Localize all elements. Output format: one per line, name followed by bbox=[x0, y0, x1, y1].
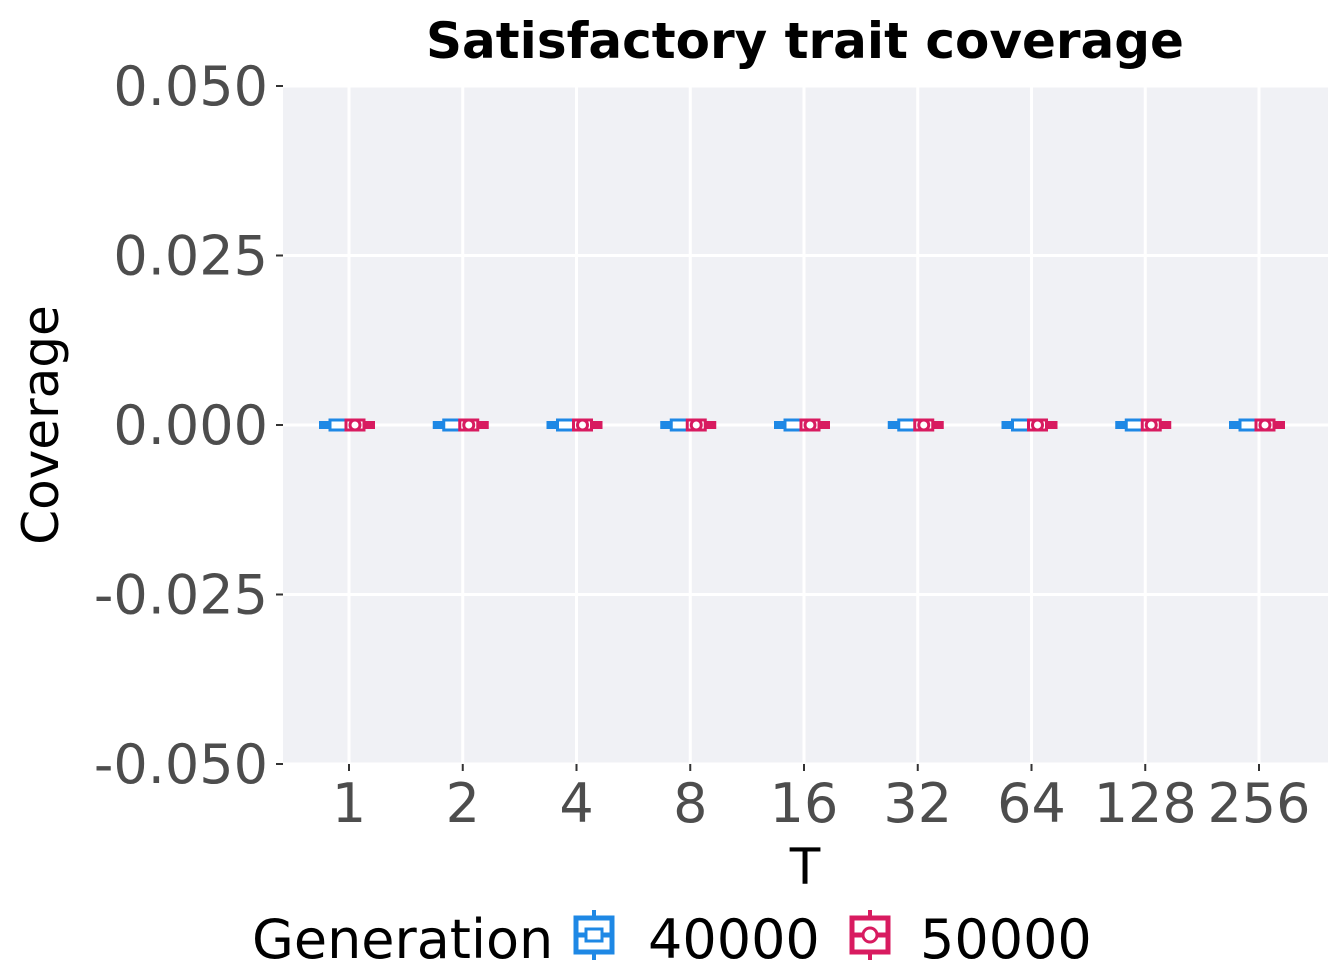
x-axis-title: T bbox=[789, 838, 821, 896]
legend-title: Generation bbox=[252, 908, 553, 960]
box-50000-4 bbox=[572, 418, 603, 432]
box-50000-64 bbox=[1027, 418, 1058, 432]
y-tick-label: 0.000 bbox=[113, 394, 268, 457]
legend-key-50000 bbox=[848, 910, 892, 960]
mean-point bbox=[1031, 418, 1044, 432]
chart-title: Satisfactory trait coverage bbox=[426, 12, 1184, 70]
legend-key-inner bbox=[584, 927, 604, 943]
x-axis: 1 2 4 8 16 32 64 128 256 bbox=[332, 764, 1311, 835]
y-tick-label: 0.050 bbox=[113, 55, 268, 118]
mean-point bbox=[803, 418, 817, 432]
box-50000-256 bbox=[1254, 418, 1285, 432]
x-tick-label: 1 bbox=[332, 772, 366, 835]
mean-point bbox=[1258, 418, 1272, 432]
box-50000-128 bbox=[1140, 418, 1172, 432]
y-axis-title: Coverage bbox=[12, 305, 70, 545]
legend: Generation 40000 50000 bbox=[252, 908, 1092, 960]
x-tick-label: 8 bbox=[673, 772, 707, 835]
mean-point bbox=[462, 418, 476, 432]
x-tick-label: 4 bbox=[559, 772, 593, 835]
x-tick-label: 16 bbox=[770, 772, 839, 835]
legend-key-mean bbox=[861, 926, 879, 944]
y-axis: -0.050 -0.025 0.000 0.025 0.050 bbox=[94, 55, 283, 796]
box-50000-8 bbox=[685, 418, 717, 432]
box-50000-16 bbox=[799, 418, 830, 432]
legend-label: 40000 bbox=[648, 908, 820, 960]
legend-key-40000 bbox=[572, 910, 616, 960]
x-tick-label: 256 bbox=[1207, 772, 1310, 835]
y-tick-label: -0.025 bbox=[94, 564, 268, 627]
mean-point bbox=[576, 418, 589, 432]
box-50000-2 bbox=[458, 418, 489, 432]
mean-point bbox=[348, 418, 362, 432]
x-tick-label: 2 bbox=[446, 772, 480, 835]
mean-point bbox=[1144, 418, 1158, 432]
mean-point bbox=[917, 418, 931, 432]
y-tick-label: -0.050 bbox=[94, 733, 268, 796]
box-50000-1 bbox=[344, 418, 375, 432]
mean-point bbox=[689, 418, 703, 432]
x-tick-label: 32 bbox=[883, 772, 952, 835]
x-tick-label: 128 bbox=[1094, 772, 1197, 835]
legend-label: 50000 bbox=[920, 908, 1092, 960]
box-series bbox=[319, 418, 1285, 432]
box-50000-32 bbox=[913, 418, 944, 432]
y-tick-label: 0.025 bbox=[113, 225, 268, 288]
x-tick-label: 64 bbox=[997, 772, 1066, 835]
